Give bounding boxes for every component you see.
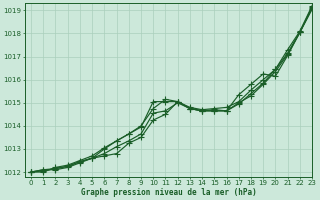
X-axis label: Graphe pression niveau de la mer (hPa): Graphe pression niveau de la mer (hPa) <box>81 188 256 197</box>
